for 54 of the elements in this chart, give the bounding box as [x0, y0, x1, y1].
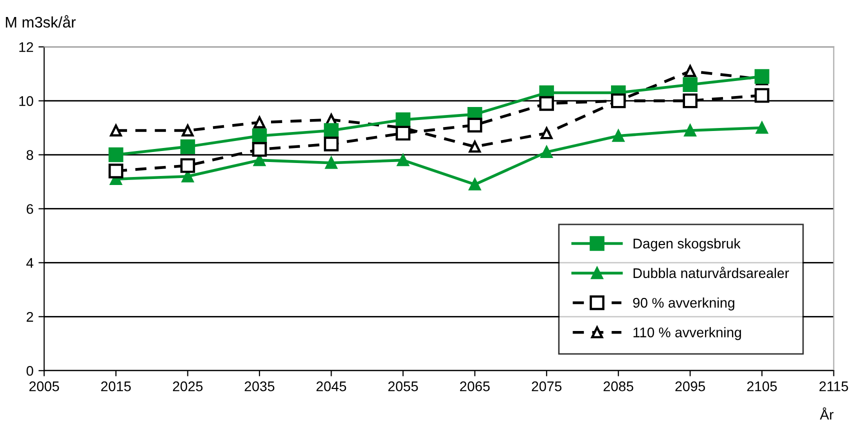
x-tick-label: 2015 — [101, 381, 131, 392]
y-tick-label: 8 — [26, 150, 34, 160]
point — [468, 140, 481, 153]
point — [540, 146, 553, 158]
x-axis-title: År — [820, 407, 834, 420]
y-tick-label: 10 — [19, 96, 34, 106]
point — [110, 124, 122, 136]
x-tick-label: 2085 — [604, 381, 634, 392]
point — [324, 123, 339, 138]
point — [612, 130, 624, 142]
y-tick-label: 0 — [26, 366, 34, 376]
x-tick-label: 2095 — [675, 381, 706, 392]
point — [396, 126, 410, 141]
point — [108, 147, 124, 162]
point — [182, 124, 194, 136]
y-tick-label: 6 — [26, 204, 34, 214]
legend-label: 110 % avverkning — [634, 327, 741, 340]
point — [684, 124, 696, 136]
point — [180, 139, 196, 154]
y-tick-label: 4 — [26, 258, 34, 268]
point — [682, 93, 698, 108]
point — [180, 158, 196, 173]
x-tick-label: 2005 — [29, 381, 60, 392]
point — [325, 156, 338, 169]
point — [252, 142, 267, 157]
point — [467, 118, 482, 132]
point — [468, 178, 481, 190]
legend-label: Dagen skogsbruk — [634, 238, 741, 252]
x-tick-label: 2025 — [172, 381, 203, 392]
point — [682, 77, 698, 92]
point — [540, 127, 553, 140]
point — [252, 128, 267, 144]
point — [756, 122, 768, 134]
x-tick-label: 2075 — [532, 381, 562, 392]
y-tick-label: 12 — [19, 42, 34, 52]
point — [684, 65, 696, 78]
x-tick-label: 2065 — [460, 381, 490, 392]
x-tick-label: 2045 — [316, 381, 346, 392]
point — [254, 116, 266, 128]
x-tick-label: 2035 — [244, 381, 274, 392]
point — [539, 96, 554, 111]
x-tick-label: 2105 — [747, 381, 777, 392]
point — [397, 154, 410, 166]
point — [108, 164, 124, 178]
point — [754, 88, 770, 103]
x-tick-label: 2115 — [819, 381, 848, 392]
point — [396, 112, 410, 128]
point — [324, 136, 339, 152]
y-tick-label: 2 — [26, 312, 34, 322]
x-tick-label: 2055 — [388, 381, 418, 392]
legend-label: 90 % avverkning — [633, 298, 734, 310]
y-axis-title: M m3sk/år — [6, 15, 76, 28]
point — [754, 69, 770, 84]
legend-label: Dubbla naturvårdsarealer — [634, 266, 789, 278]
